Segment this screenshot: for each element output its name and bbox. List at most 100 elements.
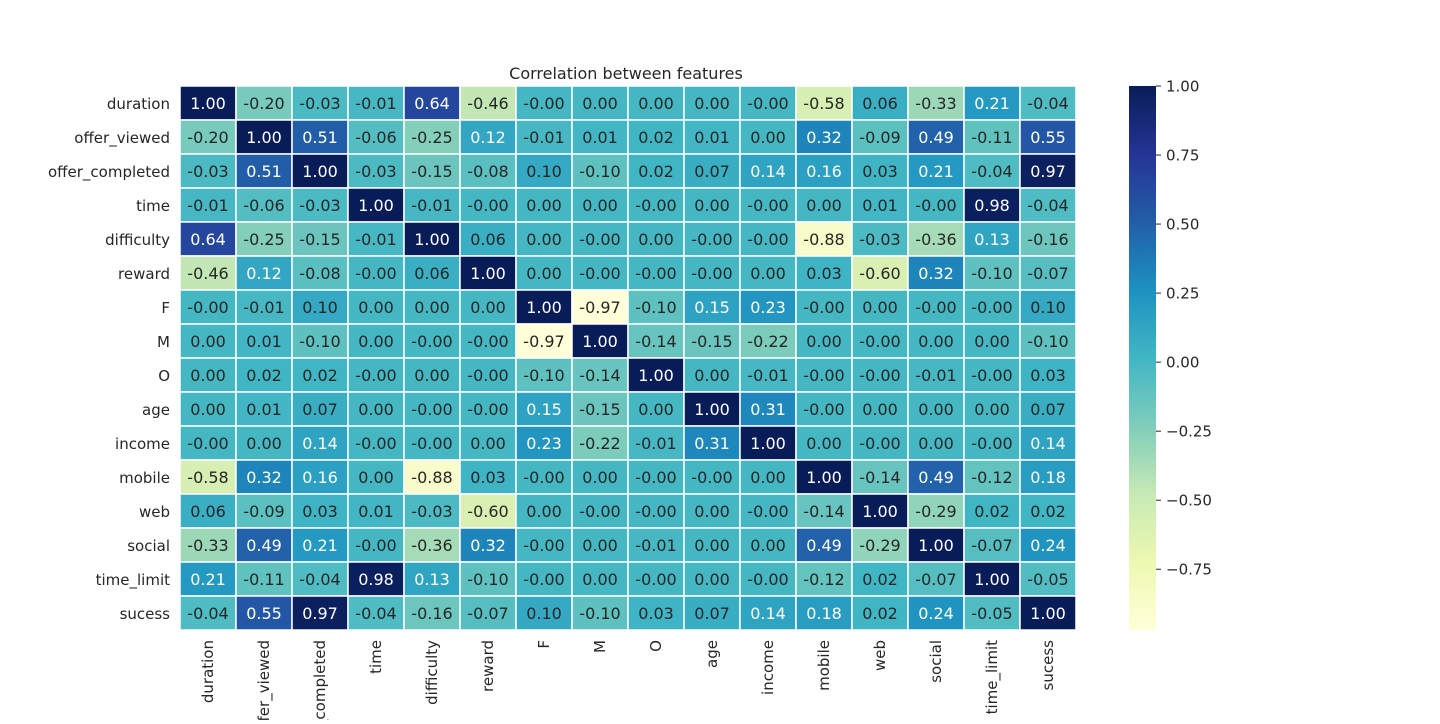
cell-value-label: 1.00	[806, 468, 842, 487]
cell-value-label: -0.14	[579, 366, 620, 385]
heatmap-cell	[235, 493, 293, 529]
cell-value-label: 0.14	[750, 162, 786, 181]
cell-value-label: 0.00	[918, 434, 954, 453]
row-tick-label: mobile	[119, 469, 170, 487]
cell-value-label: -0.00	[579, 264, 620, 283]
cell-value-label: -0.03	[187, 162, 228, 181]
cell-value-label: -0.07	[971, 536, 1012, 555]
heatmap-cell	[907, 153, 965, 189]
cell-value-label: -0.00	[803, 298, 844, 317]
cell-value-label: -0.00	[579, 502, 620, 521]
cell-value-label: 0.18	[1030, 468, 1066, 487]
cell-value-label: 0.21	[974, 94, 1010, 113]
row-tick-label: web	[139, 503, 170, 521]
cell-value-label: -0.03	[355, 162, 396, 181]
cell-value-label: 0.00	[806, 196, 842, 215]
cell-value-label: -0.58	[803, 94, 844, 113]
cell-value-label: -0.46	[187, 264, 228, 283]
column-tick-label: duration	[199, 640, 217, 703]
cell-value-label: 0.06	[190, 502, 226, 521]
heatmap-cell	[515, 289, 573, 325]
heatmap-cell	[291, 323, 349, 359]
cell-value-label: 0.01	[694, 128, 730, 147]
cell-value-label: -0.36	[915, 230, 956, 249]
heatmap-cell	[851, 527, 909, 563]
heatmap-cell	[851, 221, 909, 257]
column-tick-label: age	[703, 640, 721, 668]
cell-value-label: 0.03	[470, 468, 506, 487]
cell-value-label: 0.00	[750, 264, 786, 283]
cell-value-label: 0.64	[190, 230, 226, 249]
cell-value-label: 0.15	[694, 298, 730, 317]
heatmap-cell	[795, 85, 853, 121]
cell-value-label: 0.24	[1030, 536, 1066, 555]
cell-value-label: -0.10	[971, 264, 1012, 283]
cell-value-label: -0.00	[915, 196, 956, 215]
cell-value-label: 0.01	[246, 400, 282, 419]
heatmap-cell	[571, 595, 629, 631]
row-tick-label: offer_completed	[48, 163, 170, 182]
cell-value-label: -0.08	[467, 162, 508, 181]
cell-value-label: -0.00	[859, 366, 900, 385]
heatmap-cell	[403, 221, 461, 257]
cell-value-label: -0.01	[635, 434, 676, 453]
heatmap-cell	[571, 221, 629, 257]
column-tick-label: O	[647, 640, 665, 652]
heatmap-cell	[739, 187, 797, 223]
heatmap-cell	[235, 289, 293, 325]
colorbar-gradient	[1129, 86, 1156, 630]
heatmap-cell	[235, 425, 293, 461]
cell-value-label: -0.14	[635, 332, 676, 351]
cell-value-label: 0.32	[470, 536, 506, 555]
cell-value-label: 0.00	[470, 298, 506, 317]
heatmap-cell	[459, 595, 517, 631]
cell-value-label: -0.97	[523, 332, 564, 351]
heatmap-cell	[291, 561, 349, 597]
heatmap-cell	[963, 119, 1021, 155]
heatmap-cell	[907, 289, 965, 325]
cell-value-label: -0.07	[915, 570, 956, 589]
heatmap-cell	[739, 255, 797, 291]
cell-value-label: 0.00	[358, 400, 394, 419]
cell-value-label: -0.01	[355, 230, 396, 249]
heatmap-cell	[1019, 85, 1077, 121]
column-tick-label: _completed	[311, 640, 330, 720]
heatmap-cell	[571, 255, 629, 291]
cell-value-label: -0.00	[691, 264, 732, 283]
cell-value-label: -0.00	[635, 570, 676, 589]
heatmap-cell	[571, 425, 629, 461]
heatmap-cell	[291, 527, 349, 563]
row-tick-label: F	[161, 299, 170, 317]
cell-value-label: -0.07	[1027, 264, 1068, 283]
heatmap-cell	[907, 221, 965, 257]
cell-value-label: -0.12	[971, 468, 1012, 487]
heatmap-cell	[347, 153, 405, 189]
cell-value-label: 0.16	[806, 162, 842, 181]
cell-value-label: -0.06	[243, 196, 284, 215]
cell-value-label: -0.01	[243, 298, 284, 317]
colorbar-tick-label: 0.75	[1166, 147, 1199, 165]
cell-value-label: 0.16	[302, 468, 338, 487]
cell-value-label: 1.00	[302, 162, 338, 181]
cell-value-label: -0.00	[467, 196, 508, 215]
cell-value-label: 0.14	[1030, 434, 1066, 453]
heatmap-cell	[851, 561, 909, 597]
heatmap-cell	[515, 255, 573, 291]
cell-value-label: 0.55	[1030, 128, 1066, 147]
cell-value-label: 1.00	[190, 94, 226, 113]
cell-value-label: -0.33	[187, 536, 228, 555]
cell-value-label: -0.04	[1027, 196, 1068, 215]
heatmap-cell	[235, 187, 293, 223]
cell-value-label: 0.02	[974, 502, 1010, 521]
cell-value-label: -0.15	[691, 332, 732, 351]
heatmap-cell	[179, 493, 237, 529]
cell-value-label: 0.00	[470, 434, 506, 453]
cell-value-label: -0.00	[747, 570, 788, 589]
chart-title: Correlation between features	[509, 64, 743, 83]
heatmap-cell	[347, 527, 405, 563]
heatmap-cell	[403, 255, 461, 291]
cell-value-label: 0.00	[862, 298, 898, 317]
heatmap-cell	[403, 493, 461, 529]
cell-value-label: -0.00	[635, 264, 676, 283]
